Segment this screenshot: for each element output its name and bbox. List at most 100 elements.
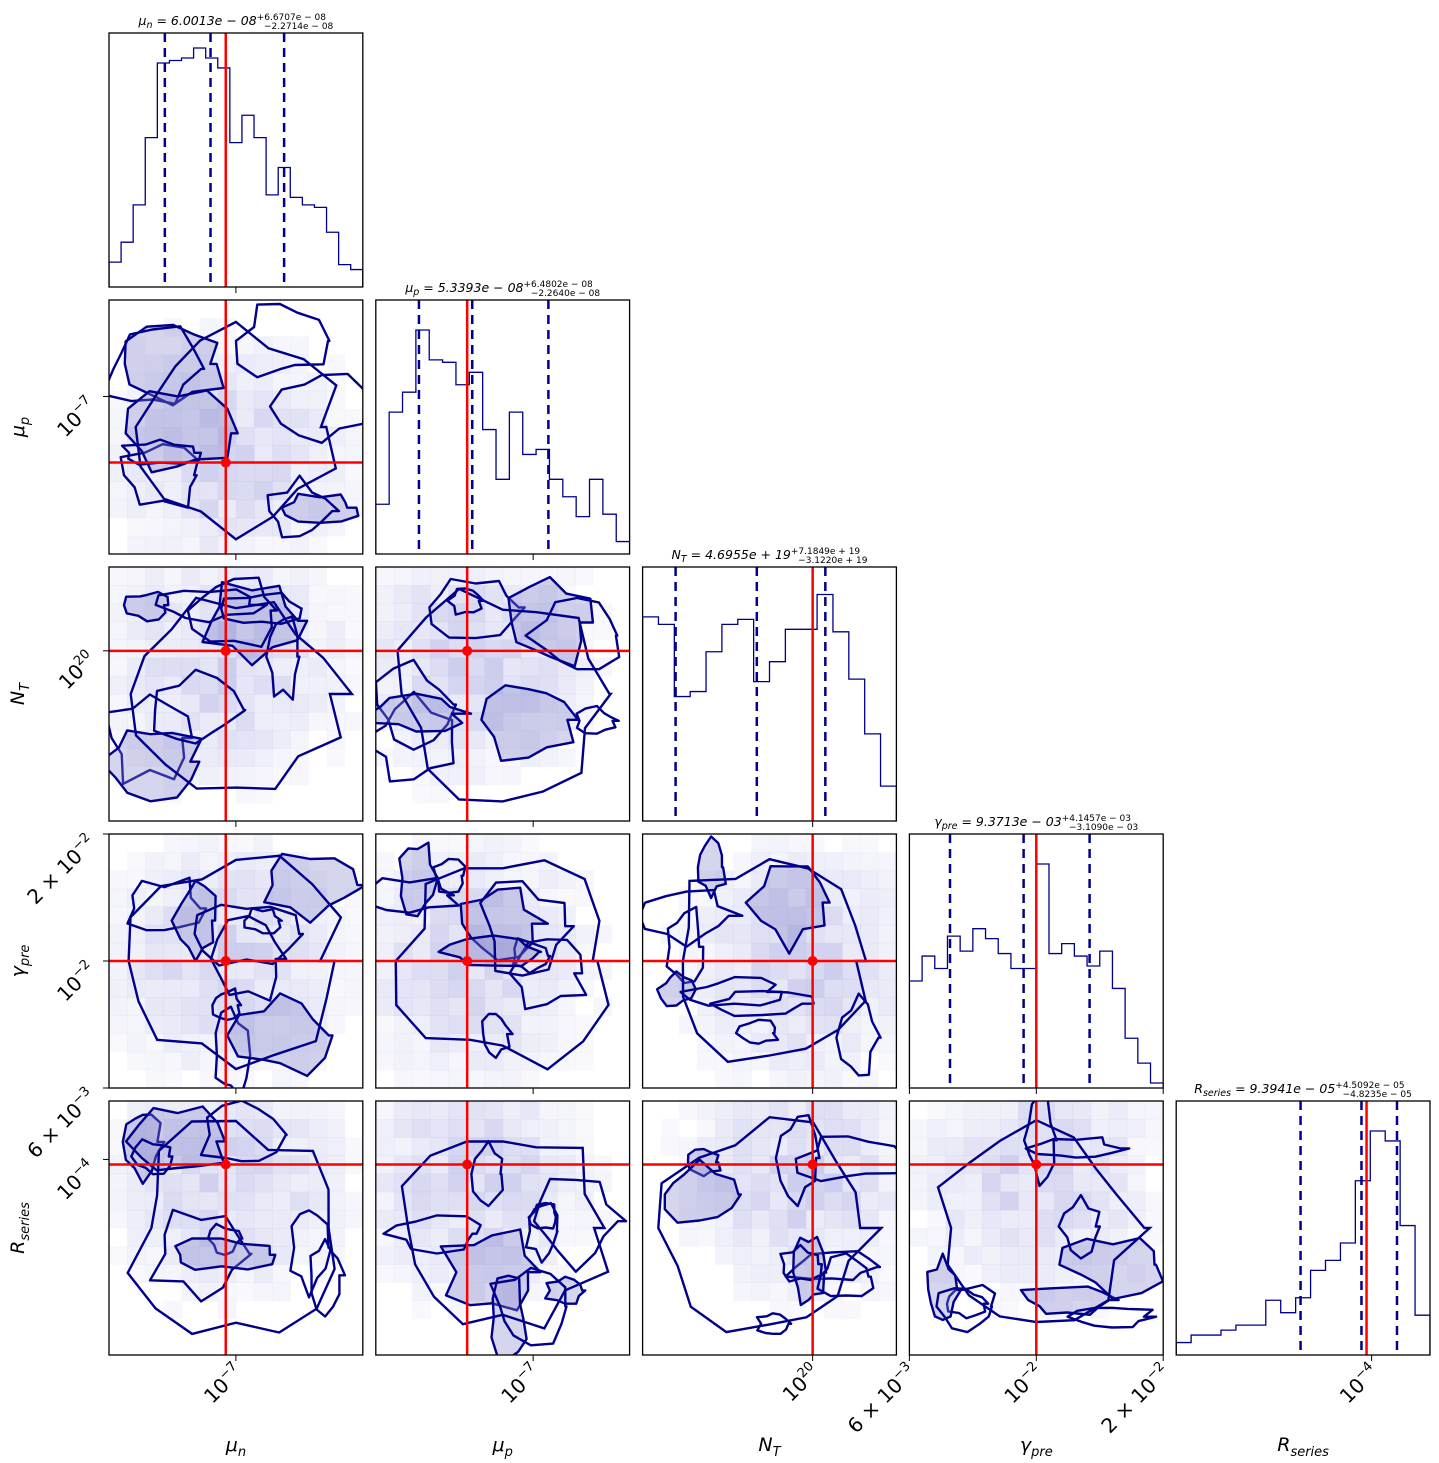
truth-point bbox=[1031, 1159, 1042, 1170]
contour-4 bbox=[109, 325, 206, 405]
contour-1 bbox=[148, 1208, 253, 1303]
contour-3 bbox=[109, 729, 203, 803]
contour-1 bbox=[375, 690, 455, 783]
panel-frame bbox=[375, 299, 631, 555]
contour-outer bbox=[936, 1118, 1153, 1324]
contour-2 bbox=[512, 937, 552, 975]
histogram-mu_p bbox=[375, 329, 630, 554]
y-tick-label-gamma_pre-0: 6 × 10−3 bbox=[21, 1084, 100, 1163]
contour-0 bbox=[263, 852, 363, 924]
contour-6 bbox=[226, 992, 334, 1078]
panel-frame bbox=[641, 566, 898, 822]
contour-3 bbox=[490, 1274, 528, 1355]
contour-5 bbox=[206, 1222, 244, 1257]
contour-8 bbox=[1024, 1136, 1131, 1159]
y-axis-label-N_T: NT bbox=[7, 682, 33, 705]
panel-R_series-vs-R_series: Rseries = 9.3941e − 05+4.5092e − 05 −4.82… bbox=[1175, 1081, 1431, 1408]
contour-5 bbox=[268, 372, 363, 444]
contour-7 bbox=[755, 1312, 793, 1335]
contour-outer bbox=[134, 320, 338, 541]
panel-title-gamma_pre: γpre = 9.3713e − 03+4.1457e − 03 −3.1090e… bbox=[934, 814, 1138, 833]
contour-6 bbox=[663, 1158, 742, 1224]
contour-7 bbox=[481, 1012, 514, 1060]
contour-5 bbox=[1066, 1306, 1158, 1329]
panel-N_T-vs-N_T: NT = 4.6955e + 19+7.1849e + 19 −3.1220e +… bbox=[641, 547, 898, 827]
histogram-mu_n bbox=[109, 47, 363, 287]
panel-frame bbox=[1175, 1100, 1431, 1356]
contour-0 bbox=[480, 684, 580, 762]
contour-2 bbox=[209, 914, 288, 1002]
panel-mu_n-vs-mu_n: μn = 6.0013e − 08+6.6707e − 08 −2.2714e −… bbox=[108, 13, 364, 293]
contour-8 bbox=[211, 987, 243, 1022]
y-tick-label-gamma_pre-2: 2 × 10−2 bbox=[21, 830, 100, 909]
contour-2 bbox=[774, 1114, 821, 1208]
x-axis-label-gamma_pre: γpre bbox=[1020, 1434, 1053, 1460]
contour-outer bbox=[394, 859, 610, 1071]
contour-5 bbox=[382, 1214, 482, 1255]
contour-1 bbox=[126, 876, 208, 932]
panel-R_series-vs-mu_p: 10−7 bbox=[375, 1100, 631, 1408]
y-axis-label-mu_p: μp bbox=[7, 417, 33, 438]
panel-gamma_pre-vs-N_T bbox=[641, 833, 898, 1094]
contour-6 bbox=[375, 692, 473, 733]
panel-frame bbox=[108, 32, 364, 288]
contour-outer bbox=[129, 596, 355, 791]
x-axis-label-mu_p: μp bbox=[492, 1434, 513, 1460]
contour-0 bbox=[744, 865, 831, 955]
contour-8 bbox=[816, 1252, 875, 1298]
y-tick-label-N_T-0: 1020 bbox=[53, 647, 100, 694]
truth-point bbox=[462, 645, 473, 656]
contour-5 bbox=[479, 880, 575, 977]
truth-point bbox=[220, 956, 231, 966]
panel-title-mu_p: μp = 5.3393e − 08+6.4802e − 08 −2.2640e −… bbox=[404, 280, 600, 299]
contour-4 bbox=[130, 1138, 174, 1176]
contour-5 bbox=[575, 704, 620, 735]
panel-R_series-vs-gamma_pre: 6 × 10−3 10−2 2 × 10−2 bbox=[843, 1100, 1168, 1438]
truth-point bbox=[807, 1159, 818, 1170]
panel-gamma_pre-vs-gamma_pre: γpre = 9.3713e − 03+4.1457e − 03 −3.1090e… bbox=[908, 814, 1164, 1094]
contour-4 bbox=[193, 903, 305, 967]
histogram-N_T bbox=[642, 593, 897, 821]
contour-6 bbox=[696, 835, 727, 900]
panel-frame bbox=[375, 566, 631, 822]
contour-2 bbox=[266, 474, 341, 539]
contour-4 bbox=[1057, 1193, 1101, 1260]
contour-4 bbox=[152, 668, 247, 745]
panel-R_series-vs-N_T: 1020 bbox=[641, 1100, 898, 1406]
contour-outer bbox=[127, 854, 343, 1071]
panel-title-R_series: Rseries = 9.3941e − 05+4.5092e − 05 −4.82… bbox=[1194, 1081, 1412, 1100]
contour-1 bbox=[470, 1140, 504, 1208]
y-tick-label-R_series-0: 10−4 bbox=[51, 1155, 100, 1204]
contour-4 bbox=[679, 975, 784, 1007]
contour-2 bbox=[532, 1177, 628, 1273]
truth-point bbox=[462, 1159, 473, 1170]
panel-gamma_pre-vs-mu_n: 6 × 10−3 10−2 2 × 10−2 bbox=[21, 830, 364, 1163]
x-tick-label-mu_p-0: 10−7 bbox=[495, 1359, 544, 1408]
x-tick-label-mu_n-0: 10−7 bbox=[198, 1359, 247, 1408]
x-tick-label-gamma_pre-1: 10−2 bbox=[999, 1359, 1048, 1408]
contour-4 bbox=[794, 1135, 897, 1183]
histogram-R_series bbox=[1176, 1130, 1430, 1355]
panel-N_T-vs-mu_p bbox=[375, 566, 631, 827]
contour-7 bbox=[489, 1266, 568, 1347]
contour-4 bbox=[375, 658, 458, 751]
contour-0 bbox=[439, 1228, 542, 1312]
panel-title-mu_n: μn = 6.0013e − 08+6.6707e − 08 −2.2714e −… bbox=[138, 13, 334, 32]
contour-outer bbox=[396, 587, 614, 803]
y-axis-label-gamma_pre: γpre bbox=[7, 945, 33, 978]
truth-point bbox=[220, 457, 231, 468]
panel-gamma_pre-vs-mu_p bbox=[375, 833, 631, 1094]
panel-frame bbox=[641, 1100, 898, 1356]
contour-8 bbox=[524, 1202, 559, 1264]
panel-frame bbox=[375, 1100, 631, 1356]
contour-2 bbox=[1022, 1101, 1058, 1188]
contour-5 bbox=[779, 1243, 823, 1283]
contour-2 bbox=[709, 989, 815, 1018]
x-tick-label-N_T-0: 1020 bbox=[777, 1359, 824, 1406]
truth-point bbox=[220, 645, 231, 656]
truth-point bbox=[807, 956, 818, 966]
panel-N_T-vs-mu_n: 1020 bbox=[53, 566, 364, 827]
contour-7 bbox=[289, 1209, 333, 1299]
contour-7 bbox=[234, 302, 331, 379]
